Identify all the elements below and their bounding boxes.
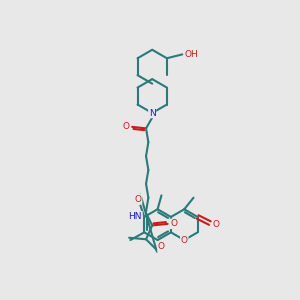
Text: OH: OH (184, 50, 198, 59)
Text: O: O (181, 236, 188, 244)
Text: O: O (122, 122, 130, 131)
Text: HN: HN (128, 212, 142, 221)
Text: O: O (170, 219, 177, 228)
Text: O: O (213, 220, 220, 229)
Text: N: N (149, 109, 156, 118)
Text: O: O (158, 242, 165, 251)
Text: O: O (135, 195, 142, 204)
